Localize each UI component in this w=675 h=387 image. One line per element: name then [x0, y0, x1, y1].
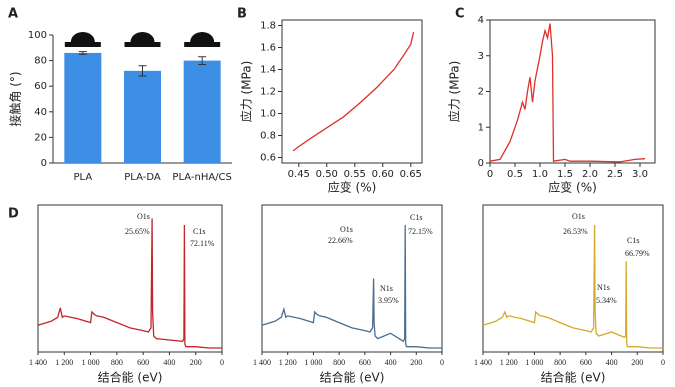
peak-name: O1s	[137, 212, 150, 221]
x-tick-label: 600	[580, 358, 592, 367]
data-line	[38, 218, 222, 348]
y-tick-label: 4	[478, 15, 484, 26]
x-tick-label: 0	[661, 358, 665, 367]
peak-percent: 66.79%	[625, 249, 650, 258]
x-tick-label: PLA-nHA/CS	[172, 172, 231, 183]
x-tick-label: 400	[163, 358, 175, 367]
x-tick-label: 1 400	[474, 358, 492, 367]
panel-label: B	[237, 7, 247, 22]
x-tick-label: 0.50	[316, 169, 338, 180]
peak-percent: 26.53%	[563, 227, 588, 236]
x-tick-label: 1 200	[500, 358, 518, 367]
droplet-icon	[125, 32, 161, 47]
bar	[184, 61, 221, 163]
y-tick-label: 1.6	[260, 43, 276, 54]
y-tick-label: 80	[34, 56, 47, 67]
x-tick-label: 1 000	[525, 358, 543, 367]
x-tick-label: 1 000	[82, 358, 100, 367]
peak-name: O1s	[572, 212, 585, 221]
peak-percent: 25.65%	[125, 227, 150, 236]
x-tick-label: 1.0	[532, 169, 548, 180]
x-tick-label: 0.65	[400, 169, 422, 180]
x-tick-label: 1 400	[29, 358, 47, 367]
peak-percent: 22.66%	[328, 236, 353, 245]
x-tick-label: 0	[487, 169, 493, 180]
data-line	[490, 24, 645, 162]
x-tick-label: 0	[440, 358, 444, 367]
peak-percent: 72.15%	[408, 227, 433, 236]
x-axis-label: 结合能 (eV)	[320, 370, 385, 385]
x-axis-label: 应变 (%)	[548, 180, 597, 195]
x-tick-label: 200	[631, 358, 643, 367]
x-tick-label: 0.45	[288, 169, 310, 180]
x-tick-label: 800	[333, 358, 345, 367]
x-tick-label: 0	[220, 358, 224, 367]
peak-percent: 72.11%	[190, 239, 215, 248]
y-axis-label: 应力 (MPa)	[239, 61, 254, 123]
y-tick-label: 2	[478, 87, 484, 98]
peak-percent: 5.34%	[596, 296, 617, 305]
peak-name: N1s	[597, 283, 610, 292]
figure: A020406080100PLAPLA-DAPLA-nHA/CS接触角 (°)B…	[0, 0, 675, 387]
x-tick-label: 1.5	[557, 169, 573, 180]
x-tick-label: 400	[606, 358, 618, 367]
x-axis-label: 结合能 (eV)	[98, 370, 163, 385]
x-tick-label: PLA	[73, 172, 92, 183]
x-tick-label: 3.0	[632, 169, 648, 180]
x-tick-label: 200	[410, 358, 422, 367]
x-tick-label: 2.5	[607, 169, 623, 180]
y-tick-label: 40	[34, 107, 47, 118]
x-tick-label: PLA-DA	[124, 172, 161, 183]
peak-name: O1s	[340, 225, 353, 234]
y-tick-label: 60	[34, 81, 47, 92]
y-tick-label: 100	[28, 30, 47, 41]
y-tick-label: 1.8	[260, 21, 276, 32]
y-tick-label: 1.4	[260, 65, 276, 76]
droplet-icon	[65, 32, 101, 47]
peak-percent: 3.95%	[378, 296, 399, 305]
y-tick-label: 3	[478, 51, 484, 62]
y-axis-label: 应力 (MPa)	[447, 61, 462, 123]
y-tick-label: 1.0	[260, 109, 276, 120]
y-tick-label: 1	[478, 122, 484, 133]
plot-frame	[490, 20, 655, 163]
bar	[64, 53, 101, 163]
x-tick-label: 800	[554, 358, 566, 367]
x-tick-label: 0.55	[344, 169, 366, 180]
x-tick-label: 0.60	[372, 169, 394, 180]
x-tick-label: 600	[359, 358, 371, 367]
panel-label: A	[8, 7, 18, 22]
panel-label: C	[455, 7, 465, 22]
x-tick-label: 1 200	[55, 358, 73, 367]
data-line	[293, 32, 413, 151]
x-tick-label: 1 200	[279, 358, 297, 367]
peak-name: C1s	[193, 227, 205, 236]
y-tick-label: 1.2	[260, 87, 276, 98]
x-tick-label: 600	[137, 358, 149, 367]
panel-label: D	[8, 207, 19, 222]
droplet-icon	[184, 32, 220, 47]
x-tick-label: 1 000	[304, 358, 322, 367]
y-tick-label: 0	[41, 158, 47, 169]
x-axis-label: 结合能 (eV)	[541, 370, 606, 385]
x-tick-label: 2.0	[582, 169, 598, 180]
y-tick-label: 0.6	[260, 153, 276, 164]
peak-name: C1s	[410, 213, 422, 222]
peak-name: N1s	[380, 284, 393, 293]
peak-name: C1s	[627, 236, 639, 245]
x-tick-label: 800	[111, 358, 123, 367]
y-tick-label: 20	[34, 132, 47, 143]
y-tick-label: 0	[478, 158, 484, 169]
x-tick-label: 200	[190, 358, 202, 367]
x-tick-label: 400	[385, 358, 397, 367]
y-tick-label: 0.8	[260, 131, 276, 142]
plot-frame	[282, 20, 422, 163]
x-tick-label: 1 400	[253, 358, 271, 367]
bar	[124, 71, 161, 163]
x-tick-label: 0.5	[507, 169, 523, 180]
y-axis-label: 接触角 (°)	[8, 71, 23, 126]
x-axis-label: 应变 (%)	[328, 180, 377, 195]
